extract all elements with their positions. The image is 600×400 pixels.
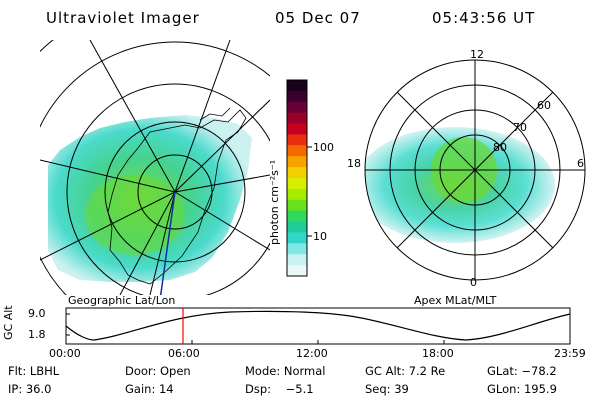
altitude-strip [65,307,571,345]
gc-alt-axis-label: GC Alt [2,305,15,340]
time-tick-0000: 00:00 [49,347,81,360]
colorbar-cell [287,254,307,266]
alt-tick-high: 9.0 [28,307,46,320]
time-tick-1800: 18:00 [422,347,454,360]
colorbar-cell [287,210,307,223]
instrument-title: Ultraviolet Imager [46,9,200,27]
time-tick-1200: 12:00 [296,347,328,360]
colorbar-cell [287,123,307,135]
colorbar-cell [287,199,307,212]
colorbar-cell [287,145,307,157]
colorbar-unit-label: photon cm⁻²s⁻¹ [268,159,281,245]
mode-info: Mode: Normal [245,364,326,378]
colorbar-tick-100: 100 [313,141,334,154]
colorbar-cell [287,156,307,168]
apex-map [364,59,586,281]
colorbar-cell [287,232,307,244]
colorbar [286,79,312,277]
apex-panel-label: Apex MLat/MLT [414,294,497,307]
time-tick-2359: 23:59 [554,347,586,360]
gain-info: Gain: 14 [125,382,174,396]
colorbar-cell [287,243,307,255]
dsp-info: Dsp: −5.1 [245,382,314,396]
mlat-label-70: 70 [513,121,527,134]
time-tick-0600: 06:00 [168,347,200,360]
seq-info: Seq: 39 [365,382,409,396]
colorbar-cell [287,80,307,92]
glat-info: GLat: −78.2 [487,364,557,378]
colorbar-cell [287,134,307,146]
geographic-map [40,40,270,295]
alt-tick-low: 1.8 [28,328,46,341]
colorbar-cell [287,178,307,190]
gc-alt-info: GC Alt: 7.2 Re [365,364,446,378]
colorbar-cell [287,265,307,277]
mlat-label-80: 80 [493,141,507,154]
glon-info: GLon: 195.9 [487,382,557,396]
geographic-panel-label: Geographic Lat/Lon [68,294,176,307]
date-label: 05 Dec 07 [275,9,361,27]
colorbar-cell [287,112,307,125]
ip-info: IP: 36.0 [8,382,52,396]
mlt-label-6: 6 [577,157,584,170]
colorbar-tick-10: 10 [313,230,327,243]
colorbar-cell [287,167,307,179]
mlt-label-0: 0 [470,276,477,289]
colorbar-cell [287,188,307,201]
time-label: 05:43:56 UT [432,9,536,27]
colorbar-cell [287,101,307,114]
antarctica-coastline [107,109,247,285]
filter-info: Flt: LBHL [8,364,60,378]
mlt-label-12: 12 [470,48,484,61]
mlt-label-18: 18 [347,157,361,170]
colorbar-cell [287,221,307,233]
colorbar-cell [287,90,307,103]
door-info: Door: Open [125,364,191,378]
mlat-label-60: 60 [537,99,551,112]
